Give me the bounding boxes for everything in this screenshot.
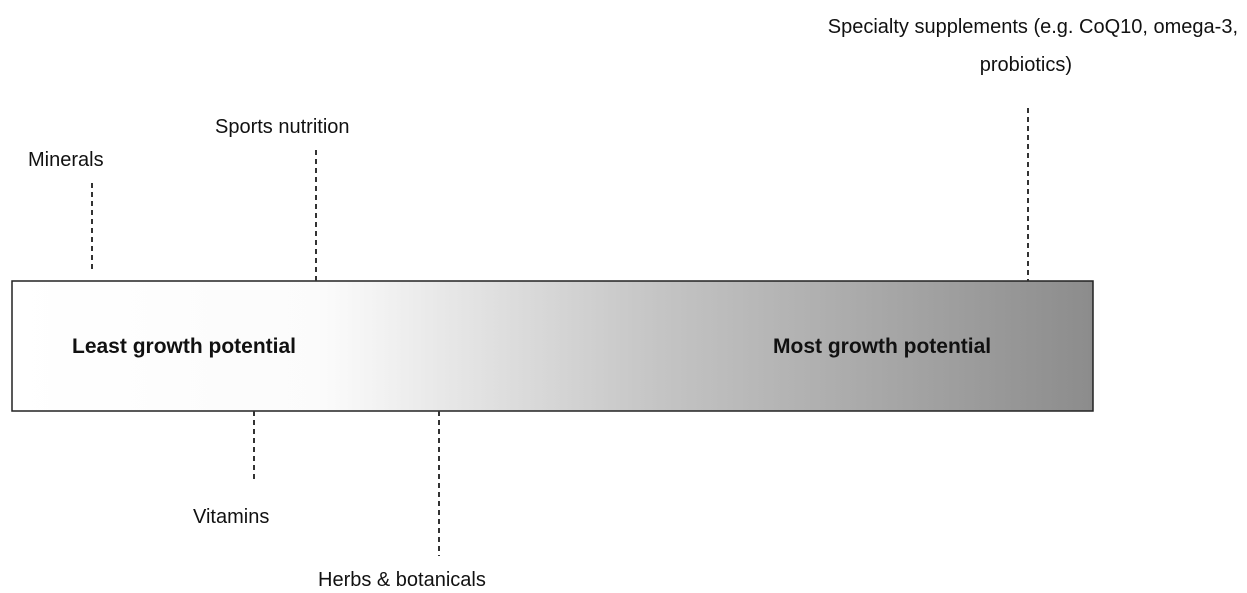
item-label: Specialty supplements (e.g. CoQ10, omega… xyxy=(827,16,1238,38)
item-label: Minerals xyxy=(28,149,104,171)
item-label: Sports nutrition xyxy=(215,116,350,138)
scale-right-label: Most growth potential xyxy=(773,335,992,358)
item-label: Vitamins xyxy=(193,506,270,528)
item-label: Herbs & botanicals xyxy=(318,569,486,591)
scale-left-label: Least growth potential xyxy=(72,335,297,358)
growth-scale-bar xyxy=(11,280,1094,412)
item-label: probiotics) xyxy=(979,54,1072,76)
